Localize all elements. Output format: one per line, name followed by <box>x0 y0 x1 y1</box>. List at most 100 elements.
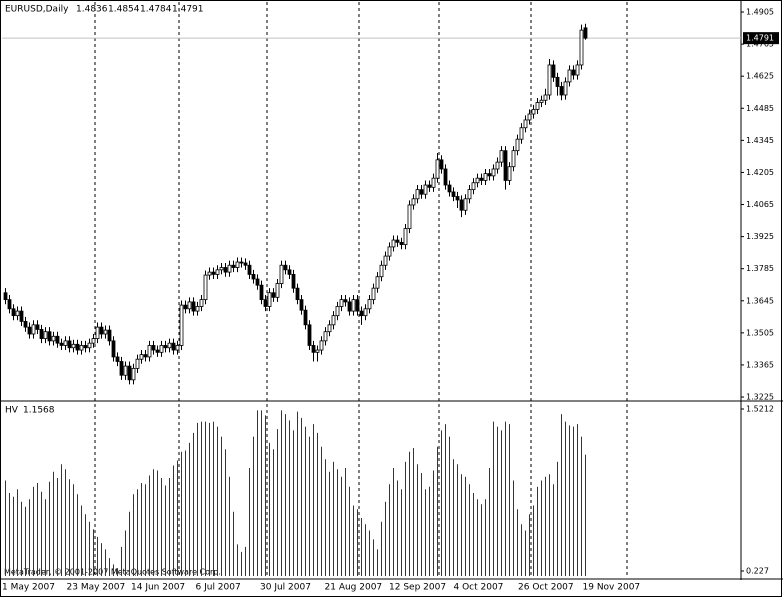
candle-body <box>355 299 360 312</box>
candle-body <box>175 345 180 351</box>
candle-body <box>483 173 488 181</box>
header-low: 1.4784 <box>140 5 172 15</box>
candle-body <box>275 283 280 298</box>
candle-body <box>527 113 532 121</box>
candle-body <box>231 264 236 268</box>
candle-body <box>187 301 192 310</box>
candle-body <box>83 345 88 349</box>
candle-body <box>543 94 548 101</box>
candle-body <box>15 310 20 317</box>
candle-body <box>75 343 80 351</box>
y-tick-label: 1.4625 <box>746 72 774 81</box>
candle-body <box>287 269 292 275</box>
candle-body <box>167 342 172 349</box>
candle-body <box>63 340 68 346</box>
candle-body <box>383 255 388 266</box>
candle-body <box>379 264 384 278</box>
candle-body <box>343 299 348 303</box>
candle-body <box>351 299 356 312</box>
candle-body <box>539 99 544 103</box>
watermark: MetaTrader, © 2001-2007 MetaQuotes Softw… <box>4 568 221 577</box>
candle-body <box>459 199 464 211</box>
y-tick-label: 1.4905 <box>746 8 774 17</box>
candle-body <box>195 306 200 312</box>
header: EURUSD,Daily 1.4836 1.4854 1.4784 1.4791 <box>5 5 204 15</box>
candle-body <box>235 261 240 268</box>
candle-body <box>571 69 576 76</box>
candle-body <box>259 284 264 301</box>
candle-body <box>151 345 156 351</box>
candle-body <box>95 326 100 339</box>
candle-body <box>535 102 540 110</box>
candle-body <box>415 189 420 200</box>
candle-body <box>467 189 472 200</box>
candle-body <box>155 349 160 353</box>
candle-body <box>523 119 528 129</box>
candle-body <box>267 292 272 307</box>
candle-body <box>307 324 312 346</box>
candle-body <box>163 345 168 349</box>
candle-body <box>303 309 308 326</box>
candle-body <box>559 86 564 96</box>
y-tick-label: 1.3505 <box>746 328 774 337</box>
candle-body <box>291 274 296 289</box>
candle-body <box>455 196 460 201</box>
candle-body <box>271 292 276 298</box>
x-tick-label: 12 Sep 2007 <box>389 583 446 593</box>
candle-body <box>475 177 480 184</box>
candle-body <box>203 274 208 301</box>
candle-body <box>551 64 556 78</box>
candle-body <box>211 271 216 275</box>
candle-body <box>335 306 340 317</box>
y-tick-label: 1.3925 <box>746 232 774 241</box>
candle-body <box>207 271 212 276</box>
candle-body <box>371 287 376 301</box>
candle-body <box>395 239 400 243</box>
candle-body <box>419 189 424 195</box>
candle-body <box>199 299 204 307</box>
candle-body <box>283 264 288 271</box>
candle-body <box>443 168 448 186</box>
candle-body <box>147 345 152 358</box>
candle-body <box>479 177 484 181</box>
candle-body <box>67 340 72 349</box>
candle-body <box>111 340 116 358</box>
x-tick-label: 4 Oct 2007 <box>454 583 504 593</box>
last-price-label: 1.4791 <box>746 34 774 43</box>
y-tick-label: 1.3365 <box>746 360 774 369</box>
candle-body <box>27 326 32 335</box>
candle-body <box>55 335 60 344</box>
candle-body <box>191 301 196 312</box>
candle-body <box>311 345 316 353</box>
candle-body <box>363 308 368 317</box>
candle-body <box>515 138 520 152</box>
candle-body <box>47 331 52 342</box>
candle-body <box>19 310 24 322</box>
candle-body <box>79 345 84 351</box>
candle-body <box>123 365 128 376</box>
candle-body <box>227 264 232 273</box>
candle-body <box>299 299 304 311</box>
candle-body <box>519 127 524 140</box>
candle-body <box>407 204 412 229</box>
candle-body <box>431 177 436 188</box>
candle-body <box>583 27 588 39</box>
candle-body <box>327 324 332 333</box>
candle-body <box>279 264 284 284</box>
y-tick-label: 1.3225 <box>746 393 774 402</box>
candle-body <box>219 267 224 271</box>
y-tick-label: 1.4345 <box>746 136 774 145</box>
x-tick-label: 14 Jun 2007 <box>131 583 185 593</box>
candle-body <box>547 64 552 96</box>
y-tick-label: 1.3785 <box>746 264 774 273</box>
candle-body <box>367 299 372 310</box>
candle-body <box>503 150 508 181</box>
candle-body <box>507 166 512 181</box>
candle-body <box>115 356 120 362</box>
y-tick-label: 1.4205 <box>746 168 774 177</box>
candle-body <box>135 358 140 369</box>
x-tick-label: 6 Jul 2007 <box>196 583 241 593</box>
candle-body <box>255 278 260 286</box>
